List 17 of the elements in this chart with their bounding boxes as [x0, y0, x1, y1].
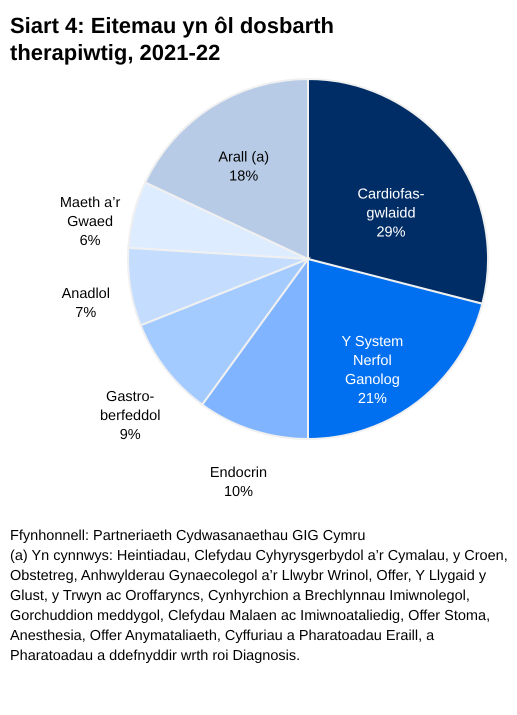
- slice-label: Y System Nerfol Ganolog: [341, 334, 404, 388]
- data-label: 10%: [224, 484, 254, 500]
- data-label: 18%: [229, 168, 258, 185]
- data-label: 21%: [358, 390, 387, 407]
- chart-title: Siart 4: Eitemau yn ôl dosbarth therapiwtig, 2021-22: [9, 12, 335, 66]
- data-label: 6%: [80, 233, 101, 250]
- data-label: 7%: [75, 305, 96, 322]
- data-label: 9%: [120, 426, 141, 443]
- slice-label: Cardiofas- gwlaidd: [358, 186, 425, 222]
- slice-label: Endocrin: [210, 464, 268, 481]
- text: (a) Yn cynnwys: Heintiadau, Clefydau Cyhyrysgerbydol a’r Cymalau, y Croen, Obstetreg, Anhwylderau Gynaecolegol a’r Llwybr Wrinol, Offer, Y Llygaid y Glust, y Trwyn ac Oroffaryncs, Cynhyrchion a Brechlynnau Imiwnolegol, Gorchuddion meddygol, Clefydau Malaen ac Imiwnoataliedig, Offer Stoma, Anesthesia, Offer Anymataliaeth, Cyffuriau a Pharatoadau Eraill, a Pharatoadau a ddefnyddir wrth roi Diagnosis.: [10, 547, 509, 666]
- slice-label: Arall (a): [218, 150, 270, 166]
- slice-label: Anadlol: [62, 286, 110, 302]
- data-label: 29%: [376, 224, 406, 241]
- text: Ffynhonnell: Partneriaeth Cydwasanaethau GIG Cymru: [10, 527, 366, 546]
- slice-label: Maeth a’r Gwaed: [60, 195, 120, 230]
- slice-label: Gastro- berfeddol: [100, 388, 160, 424]
